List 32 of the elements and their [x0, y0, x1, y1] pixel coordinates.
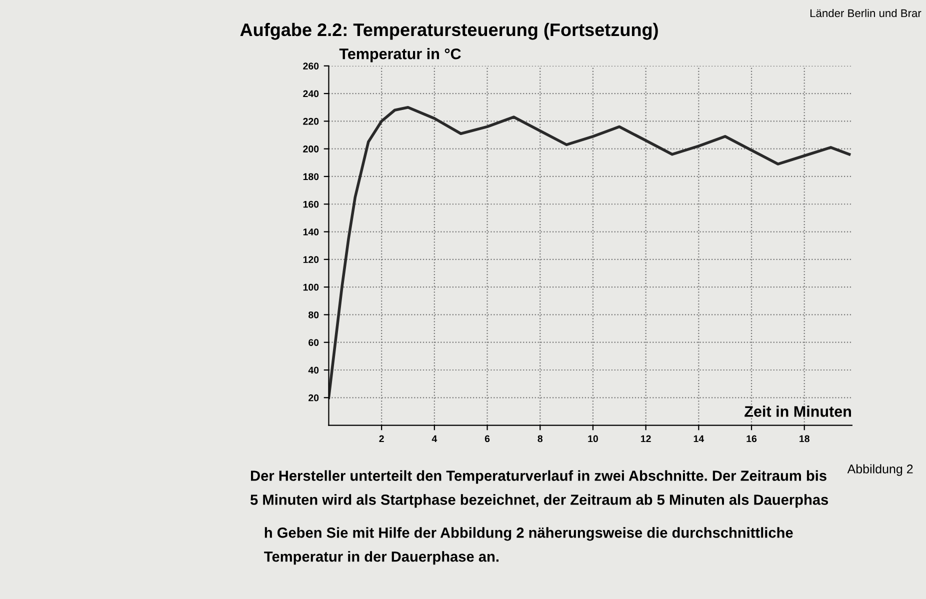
y-tick-label: 120 — [303, 256, 319, 264]
line-series — [328, 106, 851, 400]
text: Länder Berlin und Brar — [810, 8, 922, 18]
text: Abbildung 2 — [847, 464, 913, 476]
y-tick-label: 80 — [308, 311, 319, 318]
y-tick-label: 220 — [303, 118, 319, 125]
y-tick-label: 60 — [308, 339, 319, 346]
y-tick-label: 140 — [303, 228, 319, 236]
y-tick-label: 100 — [303, 284, 319, 291]
x-tick-label: 10 — [588, 435, 598, 442]
x-tick-label: 4 — [432, 435, 438, 442]
x-tick-label: 18 — [800, 435, 810, 442]
x-tick-label: 2 — [379, 435, 384, 442]
x-tick-label: 12 — [641, 435, 651, 442]
y-tick-label: 20 — [308, 394, 319, 402]
y-tick-label: 260 — [303, 62, 319, 70]
text: h Geben Sie mit Hilfe der Abbildung 2 näherungsweise die durchschnittliche — [264, 527, 793, 541]
x-tick-label: 14 — [694, 435, 704, 442]
x-tick-label: 8 — [538, 435, 543, 442]
y-tick-label: 40 — [308, 366, 319, 374]
y-tick-label: 160 — [303, 200, 319, 208]
y-tick-label: 180 — [303, 173, 319, 180]
x-tick-label: 16 — [746, 435, 757, 442]
x-axis-title: Zeit in Minuten — [744, 406, 851, 417]
text: Temperatur in der Dauerphase an. — [264, 551, 498, 565]
chart-title: Aufgabe 2.2: Temperatursteuerung (Fortsetzung) — [240, 22, 658, 40]
y-tick-label: 240 — [303, 90, 319, 98]
x-tick-label: 6 — [484, 435, 490, 442]
y-axis-title: Temperatur in °C — [339, 48, 461, 62]
text: 5 Minuten wird als Startphase bezeichnet, der Zeitraum ab 5 Minuten als Dauerphas — [250, 494, 828, 508]
y-tick-label: 200 — [303, 146, 319, 152]
text: Der Hersteller unterteilt den Temperaturverlauf in zwei Abschnitte. Der Zeitraum bis — [250, 470, 826, 484]
